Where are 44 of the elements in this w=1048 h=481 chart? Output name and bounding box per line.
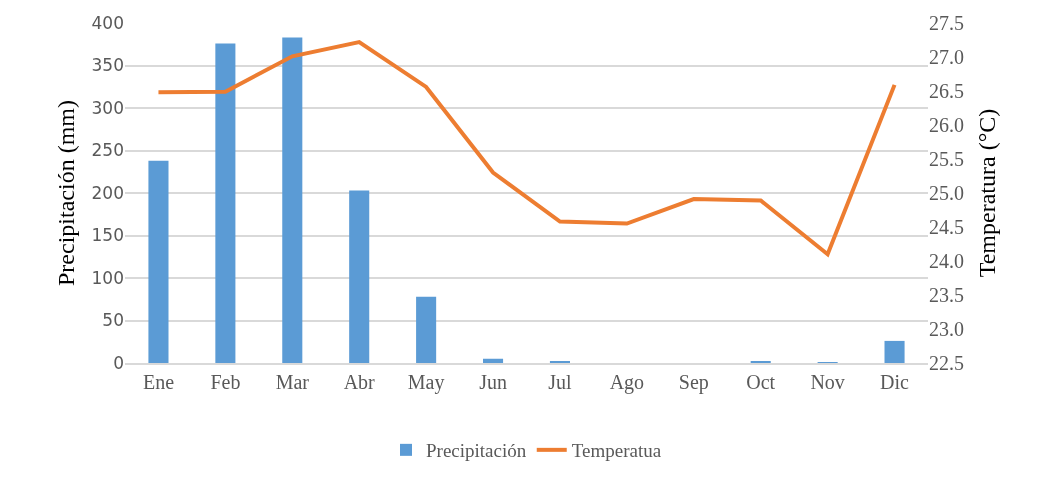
y2-tick-label: 27.0 xyxy=(929,46,964,68)
y-tick-label: 200 xyxy=(91,182,124,203)
y-tick-label: 150 xyxy=(91,225,124,246)
y2-tick-label: 26.5 xyxy=(929,80,964,102)
bar xyxy=(416,296,437,363)
y-tick-label: 50 xyxy=(102,310,124,331)
y2-tick-label: 27.5 xyxy=(929,12,964,34)
y2-tick-label: 25.0 xyxy=(929,182,964,204)
x-tick-label: Jun xyxy=(479,370,507,393)
bar xyxy=(884,340,905,363)
x-tick-label: Feb xyxy=(210,370,241,393)
bar xyxy=(282,37,303,363)
y-tick-label: 300 xyxy=(91,97,124,118)
y-axis-title: Precipitación (mm) xyxy=(52,100,79,286)
y2-tick-label: 26.0 xyxy=(929,114,964,136)
line-series xyxy=(156,40,897,257)
y-tick-label: 400 xyxy=(91,12,124,33)
y-tick-label: 250 xyxy=(91,140,124,161)
x-tick-label: Nov xyxy=(810,370,845,393)
x-tick-label: Dic xyxy=(880,370,910,393)
x-tick-label: Ene xyxy=(142,370,175,393)
bar xyxy=(215,43,236,363)
x-tick-label: Abr xyxy=(343,370,376,393)
x-tick-label: Oct xyxy=(746,370,776,393)
x-tick-label: Ago xyxy=(609,370,645,394)
y2-tick-label: 25.5 xyxy=(929,148,964,170)
y2-tick-label: 23.5 xyxy=(929,284,964,306)
y-tick-label: 0 xyxy=(113,352,124,373)
y2-tick-label: 23.0 xyxy=(929,318,964,340)
legend-label: Temperatua xyxy=(571,440,662,462)
y2-tick-label: 24.0 xyxy=(929,250,964,272)
y2-tick-label: 22.5 xyxy=(929,352,964,374)
x-tick-label: Jul xyxy=(548,370,573,393)
bar xyxy=(148,160,169,363)
y2-tick-label: 24.5 xyxy=(929,216,964,238)
bar xyxy=(483,358,504,363)
x-tick-label: Sep xyxy=(678,370,709,394)
bar xyxy=(349,190,370,363)
y-tick-label: 100 xyxy=(91,267,124,288)
legend-label: Precipitación xyxy=(426,440,527,462)
y-tick-label: 350 xyxy=(91,55,124,76)
y2-axis-title: Temperatura (°C) xyxy=(974,108,1001,278)
x-tick-label: May xyxy=(407,370,445,394)
x-tick-label: Mar xyxy=(275,370,310,393)
